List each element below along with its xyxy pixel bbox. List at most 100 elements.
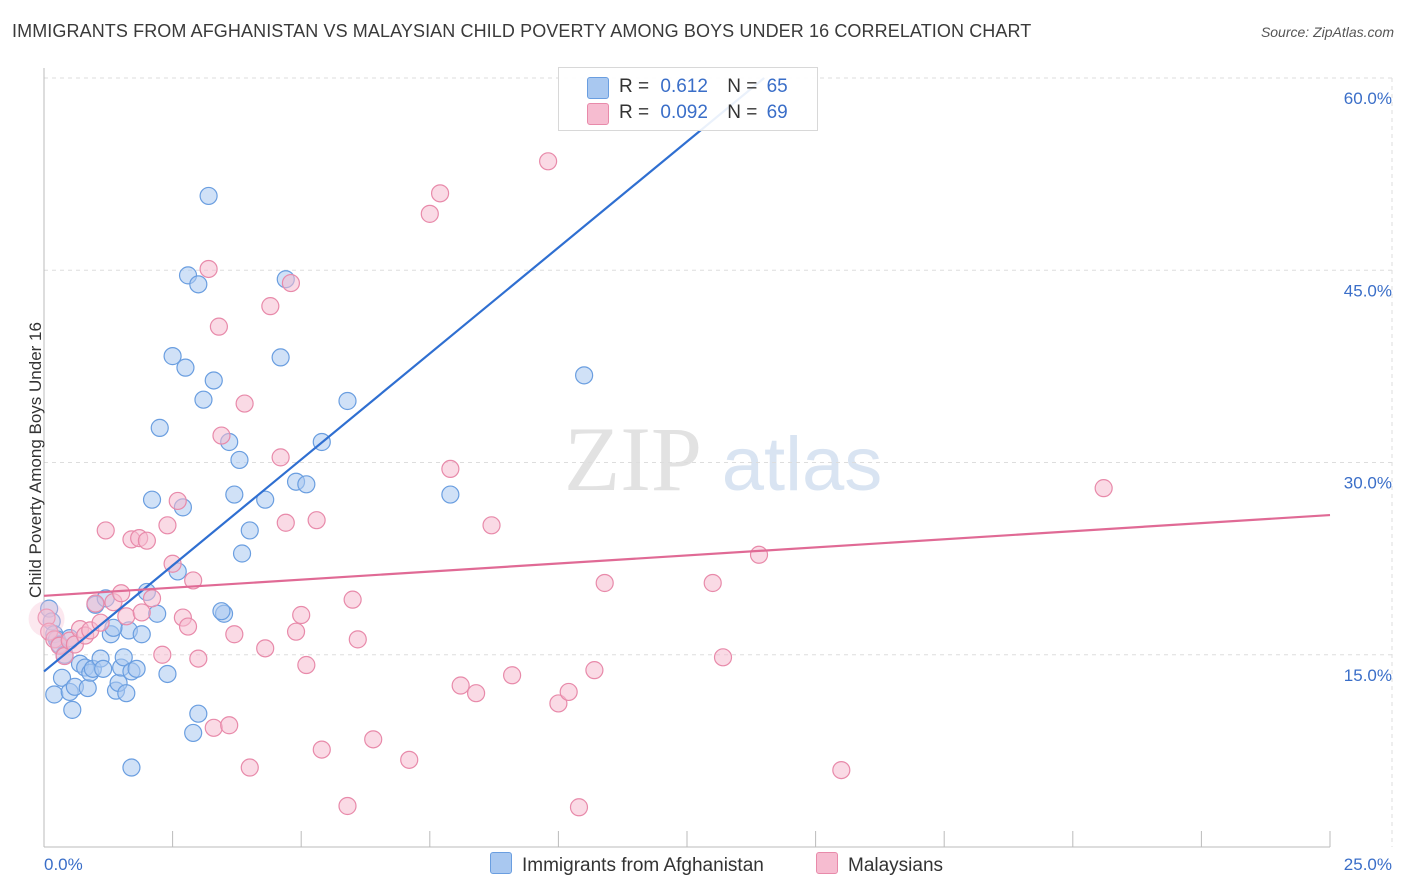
legend-r-label: R =: [619, 102, 650, 123]
data-point: [212, 426, 231, 445]
data-point: [176, 358, 195, 377]
trendline-malaysians: [43, 513, 1331, 597]
data-point: [240, 758, 259, 777]
data-point: [281, 273, 301, 293]
data-point: [271, 348, 290, 367]
bottom-legend-swatch-blue: [490, 852, 512, 874]
series-malaysians-points: [28, 152, 1113, 817]
data-point: [1094, 479, 1113, 498]
data-point: [86, 594, 105, 613]
axes: [43, 68, 1331, 848]
data-point: [184, 571, 203, 590]
data-point: [225, 625, 244, 644]
data-point: [184, 723, 203, 743]
legend-r-label: R =: [619, 76, 650, 97]
data-point: [148, 604, 167, 623]
data-point: [189, 704, 208, 723]
data-point: [832, 760, 851, 780]
data-point: [338, 391, 357, 411]
y-tick-label: 60.0%: [1344, 89, 1392, 108]
data-point: [142, 589, 162, 608]
data-point: [112, 584, 131, 603]
data-point: [312, 740, 331, 759]
data-point: [52, 668, 72, 687]
data-point: [297, 475, 316, 494]
legend-n-value: 65: [766, 76, 788, 97]
data-point: [204, 371, 223, 390]
data-point: [189, 649, 208, 668]
data-point: [122, 758, 141, 777]
x-tick-labels: 0.0% 25.0%: [44, 855, 1392, 874]
data-point: [178, 617, 198, 636]
data-point: [232, 544, 252, 563]
watermark-atlas: atlas: [722, 422, 883, 507]
bottom-legend-label: Malaysians: [848, 855, 944, 876]
data-point: [256, 639, 275, 658]
data-point: [292, 605, 311, 625]
data-point: [286, 622, 306, 641]
data-point: [503, 666, 522, 685]
legend-r-value: 0.092: [660, 102, 708, 123]
data-point: [204, 718, 223, 737]
data-point: [420, 204, 439, 223]
x-tick-label: 0.0%: [44, 855, 83, 874]
data-point: [343, 590, 362, 609]
legend-swatch-blue: [587, 77, 609, 99]
x-tick-label: 25.0%: [1344, 855, 1392, 874]
data-point: [114, 648, 133, 667]
legend-n-value: 69: [766, 102, 788, 123]
legend-r-value: 0.612: [660, 76, 708, 97]
data-point: [94, 659, 113, 678]
data-point: [441, 485, 460, 504]
data-point: [163, 347, 182, 366]
data-point: [256, 490, 275, 509]
data-point: [441, 459, 460, 479]
data-point: [261, 297, 280, 316]
data-point: [132, 625, 151, 644]
data-point: [225, 485, 244, 504]
trendlines: [43, 77, 1331, 673]
watermark-zip: ZIP: [564, 408, 702, 510]
data-point: [348, 630, 367, 649]
data-point: [240, 521, 259, 540]
data-point: [400, 750, 419, 769]
data-point: [117, 684, 136, 703]
data-point: [150, 418, 169, 437]
bottom-legend-swatch-pink: [816, 852, 838, 874]
data-point: [549, 694, 568, 713]
data-point: [45, 685, 64, 704]
series-afghanistan-points: [40, 186, 594, 777]
y-tick-label: 45.0%: [1344, 281, 1392, 300]
data-point: [235, 394, 254, 413]
data-point: [78, 678, 97, 698]
data-point: [749, 545, 769, 564]
data-point: [539, 152, 558, 171]
data-point: [96, 521, 115, 540]
data-point: [194, 390, 213, 409]
data-point: [142, 490, 162, 509]
data-point: [127, 659, 146, 678]
data-point: [451, 676, 470, 695]
bottom-legend-afghanistan: Immigrants from Afghanistan: [490, 852, 764, 877]
y-tick-label: 30.0%: [1344, 474, 1392, 493]
bottom-legend-malaysians: Malaysians: [816, 852, 943, 877]
data-point: [338, 796, 357, 816]
data-point: [585, 661, 604, 680]
data-point: [271, 448, 290, 467]
data-point: [132, 603, 151, 622]
data-point: [575, 366, 594, 385]
data-point: [364, 730, 383, 749]
cluster-point: [28, 600, 65, 637]
data-point: [482, 516, 501, 535]
bottom-legend-label: Immigrants from Afghanistan: [522, 855, 764, 876]
y-tick-label: 15.0%: [1344, 666, 1392, 685]
data-point: [230, 450, 249, 470]
y-axis-label: Child Poverty Among Boys Under 16: [26, 322, 45, 598]
data-point: [713, 648, 733, 667]
data-point: [703, 573, 722, 593]
source-label: Source: ZipAtlas.com: [1260, 24, 1394, 40]
data-point: [63, 700, 82, 719]
data-point: [430, 184, 450, 203]
data-point: [199, 259, 218, 279]
data-point: [595, 573, 614, 593]
